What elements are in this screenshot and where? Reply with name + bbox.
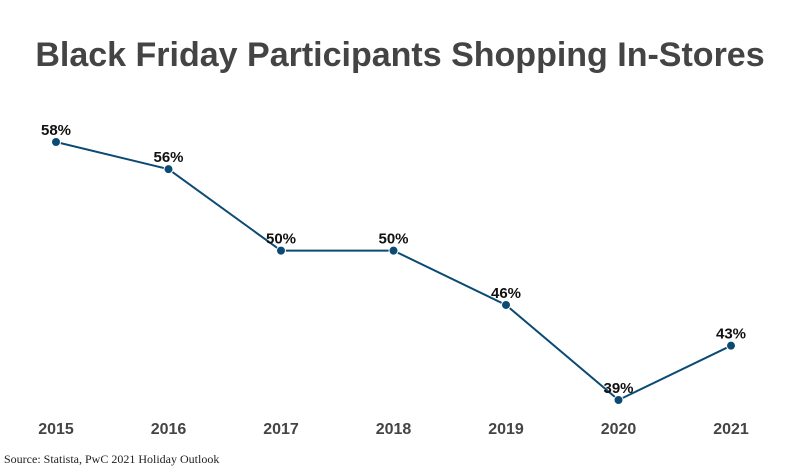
value-label: 50% [266, 231, 296, 248]
value-label: 50% [378, 231, 408, 248]
x-tick-label: 2015 [38, 421, 74, 438]
value-label: 46% [491, 285, 521, 302]
point [276, 245, 286, 256]
x-tick-label: 2018 [376, 421, 412, 438]
value-label: 58% [41, 122, 71, 139]
point [726, 340, 736, 351]
x-tick-label: 2021 [713, 421, 749, 438]
x-tick-label: 2016 [151, 421, 187, 438]
line [55, 141, 732, 402]
x-tick-label: 2019 [488, 421, 524, 438]
value-label: 39% [603, 380, 633, 397]
source-note: Source: Statista, PwC 2021 Holiday Outlo… [4, 452, 219, 466]
value-label: 43% [716, 326, 746, 343]
point [163, 164, 174, 175]
point [613, 395, 624, 405]
point [388, 245, 399, 256]
point [51, 137, 61, 147]
chart-title: Black Friday Participants Shopping In-St… [35, 36, 764, 74]
value-label: 56% [153, 149, 183, 166]
x-tick-label: 2020 [601, 421, 637, 438]
x-tick-label: 2017 [263, 421, 299, 438]
point [501, 299, 511, 310]
